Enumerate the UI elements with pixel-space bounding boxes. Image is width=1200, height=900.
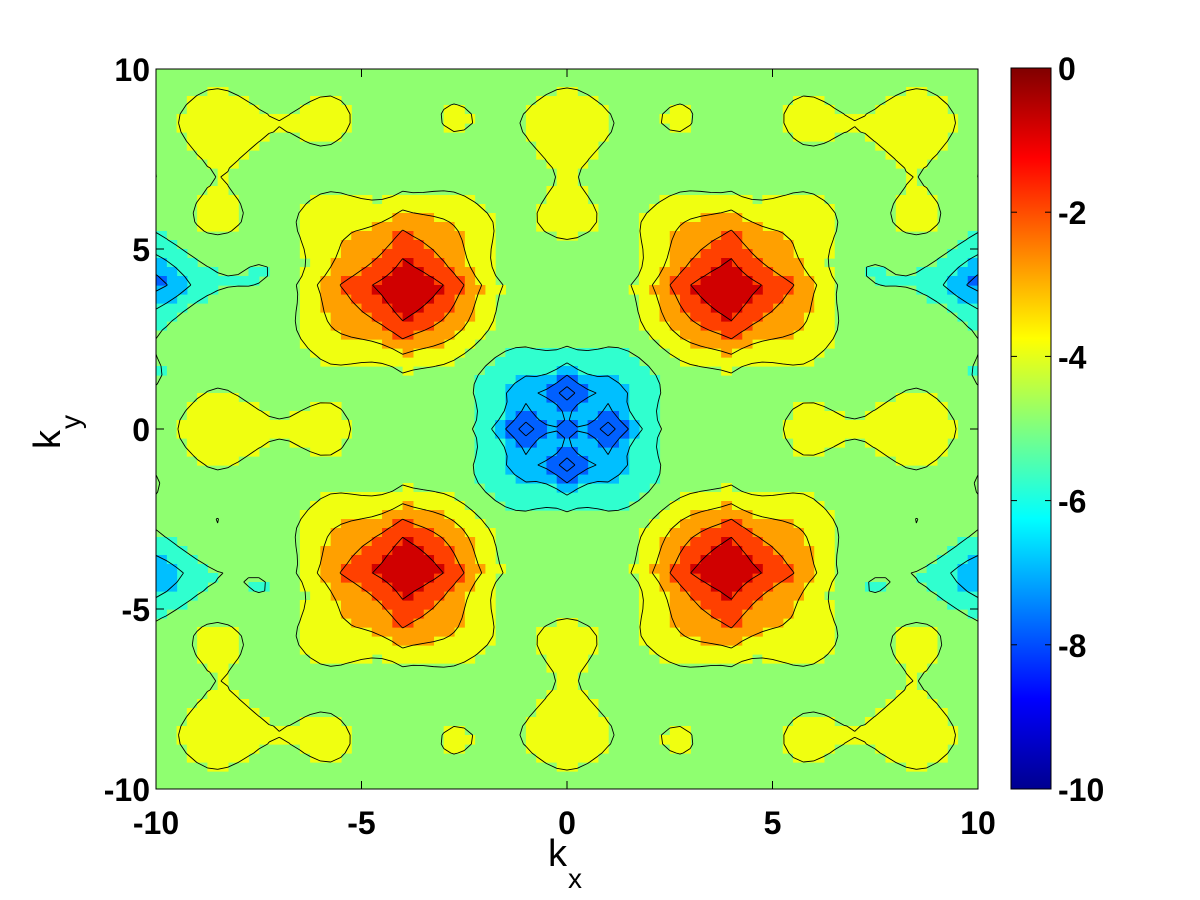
- y-axis-label-subscript: y: [55, 415, 86, 429]
- colorbar-tick-label: -2: [1058, 195, 1086, 231]
- x-tick-label: 5: [764, 805, 782, 841]
- contour-plot-area: [155, 68, 979, 790]
- contour-lines: [156, 87, 978, 771]
- y-tick-label: 5: [132, 232, 150, 268]
- y-tick-label: 0: [132, 412, 150, 448]
- x-tick-label: 0: [558, 805, 576, 841]
- colorbar-tick-label: -6: [1058, 484, 1086, 520]
- contour-band-5: [371, 258, 763, 601]
- colorbar-tick-label: -8: [1058, 628, 1086, 664]
- y-tick-label: 10: [114, 52, 150, 88]
- colorbar: 0 -2 -4 -6 -8 -10: [1010, 51, 1104, 808]
- contour-band-3: [340, 231, 794, 628]
- colorbar-tick-label: 0: [1058, 51, 1076, 87]
- contour-line-level--3: [316, 209, 818, 649]
- contour-line-level--6: [156, 254, 978, 598]
- colorbar-ticks: 0 -2 -4 -6 -8 -10: [1011, 51, 1104, 808]
- contour-line-level--8: [518, 386, 616, 472]
- colorbar-tick-label: -4: [1058, 339, 1087, 375]
- x-axis-label-subscript: x: [568, 863, 582, 894]
- contour-line-level--1: [372, 258, 762, 600]
- contour-band-7: [156, 276, 978, 484]
- contour-band-1: [176, 87, 959, 772]
- y-tick-label: -5: [122, 592, 150, 628]
- x-axis-ticks: -10 -5 0 5 10: [133, 69, 996, 841]
- x-axis-label-main: k: [548, 833, 568, 875]
- contour-line-level--7: [156, 274, 978, 484]
- y-axis-label: k: [27, 429, 69, 449]
- colorbar-gradient: [1010, 67, 1052, 790]
- contour-line-level--2: [339, 229, 795, 629]
- contour-fill-layer: [156, 69, 978, 789]
- x-tick-label: -10: [133, 805, 179, 841]
- y-axis-label-group: k y: [27, 415, 86, 449]
- contour-line-level--4: [177, 87, 957, 771]
- colorbar-tick-label: -10: [1058, 772, 1104, 808]
- x-axis-label: k: [548, 833, 568, 875]
- x-tick-label: 10: [960, 805, 996, 841]
- y-axis-ticks: -10 -5 0 5 10: [104, 52, 978, 808]
- y-tick-label: -10: [104, 772, 150, 808]
- x-tick-label: -5: [347, 805, 375, 841]
